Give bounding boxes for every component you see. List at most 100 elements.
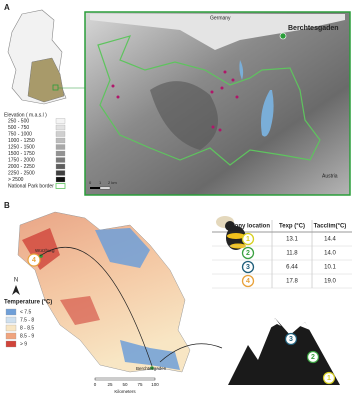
scale-label: 0 — [94, 382, 97, 387]
table-header: colony location — [226, 224, 270, 230]
zoom-arrow — [159, 343, 223, 363]
scale-unit: Kilometers — [114, 389, 136, 394]
legend-label: 250 - 500 — [8, 118, 29, 124]
legend-swatch — [5, 324, 17, 332]
table-header: Tacclim(°C) — [314, 224, 347, 230]
scale-bar — [90, 187, 100, 189]
legend-label: 2250 - 2500 — [8, 170, 35, 176]
cold-zone — [95, 228, 150, 268]
legend-swatch — [55, 124, 66, 131]
location-number: 1 — [246, 236, 250, 243]
legend-swatch — [55, 118, 66, 124]
table-cell: 10.1 — [324, 265, 336, 271]
site-number: 4 — [32, 257, 36, 264]
legend-label: 1500 - 1750 — [8, 151, 35, 157]
lowland — [90, 14, 345, 50]
snow — [270, 318, 310, 330]
sites — [111, 70, 239, 132]
legend-label: 750 - 1000 — [8, 131, 32, 137]
relief-dark — [150, 81, 218, 150]
scale-label: 2 km — [108, 180, 117, 185]
panel-label: B — [4, 201, 10, 210]
location-number: 1 — [327, 375, 331, 382]
legend-label: 8 - 8.5 — [20, 325, 34, 331]
cold-zone — [120, 340, 180, 370]
place-label: Austria — [322, 173, 338, 179]
legend-label: National Park border — [8, 183, 54, 189]
table-header: Texp (°C) — [279, 224, 305, 230]
location-number: 2 — [246, 250, 250, 257]
location-ring — [241, 232, 255, 246]
scale-bar — [94, 377, 156, 381]
legend-swatch — [55, 144, 66, 150]
legend-label: 1750 - 2000 — [8, 157, 35, 163]
location-ring — [284, 332, 298, 346]
table-cell: 17.8 — [286, 279, 298, 285]
legend-label: 8.5 - 9 — [20, 333, 34, 339]
city-label: Berchtesgaden — [136, 366, 167, 371]
table-cell: 6.44 — [286, 265, 298, 271]
legend-title: Elevation ( m.a.s.l ) — [4, 112, 47, 118]
location-number: 3 — [289, 336, 293, 343]
legend-swatch — [55, 131, 66, 137]
legend-swatch — [5, 308, 17, 316]
scale-bar — [99, 186, 111, 190]
table-cell: 14.4 — [324, 237, 336, 243]
place-label: Berchtesgaden — [288, 25, 339, 32]
city-marker — [150, 366, 154, 370]
legend-swatch — [55, 176, 66, 183]
legend-swatch — [55, 163, 66, 170]
warm-zone — [60, 296, 100, 325]
location-number: 3 — [246, 264, 250, 271]
warm-zone — [22, 228, 60, 270]
inset-box — [52, 84, 59, 91]
legend-label: > 2500 — [8, 177, 24, 183]
city-label: Würzburg — [35, 248, 55, 253]
park-border — [97, 35, 321, 166]
panel-label: A — [4, 3, 10, 12]
legend-title: Temperature (°C) — [4, 300, 52, 306]
location-number: 4 — [246, 278, 250, 285]
legend-label: 1000 - 1250 — [8, 138, 35, 144]
lake — [239, 60, 244, 80]
temperature-legend: < 7.5 7.5 - 8 8 - 8.5 8.5 - 9 > 9 — [5, 308, 34, 348]
legend-swatch — [55, 157, 66, 163]
legend-swatch — [5, 340, 17, 348]
location-ring — [306, 350, 320, 364]
legend-label: 7.5 - 8 — [20, 317, 34, 323]
legend-swatch — [55, 183, 66, 189]
table-cell: 19.0 — [324, 279, 336, 285]
legend-label: 1250 - 1500 — [8, 144, 35, 150]
legend-swatch — [5, 332, 17, 340]
legend-swatch — [55, 137, 66, 144]
north-arrow — [12, 285, 20, 295]
location-number: 2 — [311, 354, 315, 361]
scale-label: 0 — [89, 180, 92, 185]
location-ring — [241, 274, 255, 288]
location-ring — [241, 246, 255, 260]
north-label: N — [14, 278, 18, 284]
place-label: Germany — [210, 15, 231, 21]
town-marker — [279, 32, 287, 40]
scale-labels: 0 25 50 75 100 — [94, 382, 160, 387]
bee-illustration — [216, 216, 246, 250]
scale-label: 25 — [107, 382, 113, 387]
colony-table: colony location Texp (°C) Tacclim(°C) 1 13.1… — [212, 220, 352, 289]
transfer-arrow — [39, 246, 153, 367]
bavaria-inset — [27, 57, 65, 103]
site-marker — [27, 253, 41, 267]
mountain-markers: 1 2 3 — [284, 332, 336, 385]
table-cell: 11.8 — [286, 251, 298, 257]
table-cell: 13.1 — [286, 237, 298, 243]
legend-swatch — [5, 316, 17, 324]
scale-label: 75 — [137, 382, 143, 387]
mountain — [228, 318, 340, 385]
scale-label: 1 — [99, 180, 102, 185]
location-ring — [322, 371, 336, 385]
legend-swatch — [55, 150, 66, 157]
scale-label: 50 — [122, 382, 128, 387]
legend-swatch — [55, 170, 66, 176]
lake — [261, 90, 274, 137]
